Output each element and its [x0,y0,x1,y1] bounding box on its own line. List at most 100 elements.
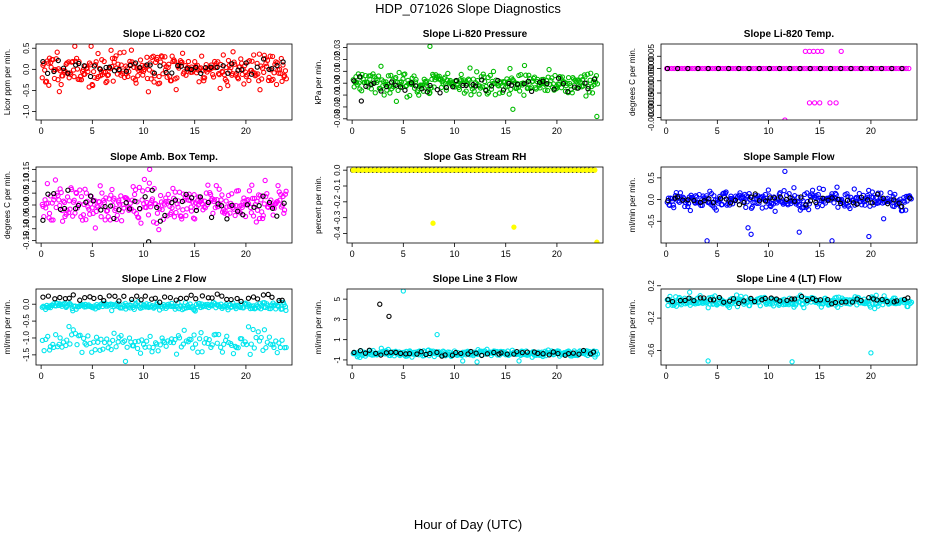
data-points [664,168,914,243]
series-1-point [108,192,114,198]
series-1-point [174,75,180,81]
outlier-point [430,220,436,226]
y-tick-label: 0.0005 [647,43,656,68]
page-title: HDP_071026 Slope Diagnostics [375,1,561,16]
series-2-point [807,198,814,204]
y-tick-label: -0.2 [333,194,342,208]
series-2-point [468,348,474,355]
series-1-point [713,207,719,213]
series-1-point [129,197,135,203]
series-1-point [851,186,857,192]
series-3-point [276,297,282,304]
series-2-point [560,81,567,87]
series-1-point [102,217,108,223]
y-tick-label: -0.5 [22,314,31,328]
y-tick-label: 5 [333,296,342,301]
series-2-point [65,187,71,193]
series-1-point [225,57,232,64]
series-1-point [676,65,683,72]
series-2-point [60,65,67,71]
series-1-point [146,180,153,186]
series-2-point [57,335,63,341]
series-2-point [44,70,51,77]
series-2-point [519,350,525,356]
series-2-point [701,295,707,301]
series-2-point [70,327,76,333]
series-2-point [907,195,913,201]
data-points [350,44,601,120]
series-1-point [179,50,186,56]
series-2-point [899,65,905,72]
series-2-point [504,351,510,357]
outlier-point [789,359,795,365]
series-2-point [235,208,241,214]
series-2-point [427,82,433,89]
series-1-point [109,63,115,70]
series-1-point [835,304,841,310]
series-2-point [260,347,266,353]
series-2-point [419,86,425,92]
series-1-point [113,206,119,212]
y-tick-label: 3 [333,317,342,322]
series-1-point [170,185,176,192]
outlier-point [796,229,802,235]
series-2-point [484,351,491,357]
series-1-point [870,65,876,72]
series-2-point [707,297,714,303]
series-1-point [97,183,103,189]
series-2-point [437,90,443,96]
series-1-point [881,216,887,222]
series-1-point [834,184,840,190]
series-3-point [138,297,144,303]
series-1-point [768,203,774,210]
series-1-point [132,77,138,83]
x-tick-label: 10 [139,249,149,259]
series-2-point [357,74,363,80]
outlier-point [145,239,152,243]
series-2-point [878,65,885,72]
series-2-point [458,350,464,357]
series-3-point [177,295,184,302]
series-2-point [536,79,543,85]
y-tick-label: -0.0010 [647,79,656,107]
series-1-point [250,213,257,219]
series-2-point [72,205,79,212]
series-1-point [860,65,866,72]
series-2-point [250,326,256,333]
x-tick-label: 20 [241,249,251,259]
series-1-point [686,65,693,72]
series-2-point [363,83,369,90]
series-1-point [260,212,266,219]
series-2-point [736,300,742,307]
series-2-point [155,348,161,354]
series-2-point [230,350,237,357]
outlier-point [434,331,440,338]
series-1-point [67,206,73,212]
series-2-point [776,65,783,72]
y-tick-label: -0.15 [22,231,31,250]
series-2-point [580,347,587,354]
series-1-point [402,71,408,77]
series-2-point [213,331,219,337]
x-tick-label: 10 [139,126,149,136]
series-2-point [229,202,235,208]
x-tick-label: 5 [401,371,406,381]
plot-frame [346,288,604,366]
x-tick-label: 5 [401,249,406,259]
series-1-point [584,71,591,77]
series-1-point [219,192,225,198]
series-2-point [137,64,143,71]
series-2-point [885,201,891,207]
series-1-point [59,218,66,224]
panel-title: Slope Line 3 Flow [433,274,518,285]
series-1-point [96,199,102,205]
series-2-point [727,200,734,206]
series-1-point [471,88,477,94]
outlier-point [704,238,710,243]
series-2-point [270,342,276,348]
outlier-point [350,167,356,173]
series-2-point [162,212,168,219]
series-1-point [209,65,215,71]
series-2-point [197,194,203,200]
series-2-point [388,349,394,355]
